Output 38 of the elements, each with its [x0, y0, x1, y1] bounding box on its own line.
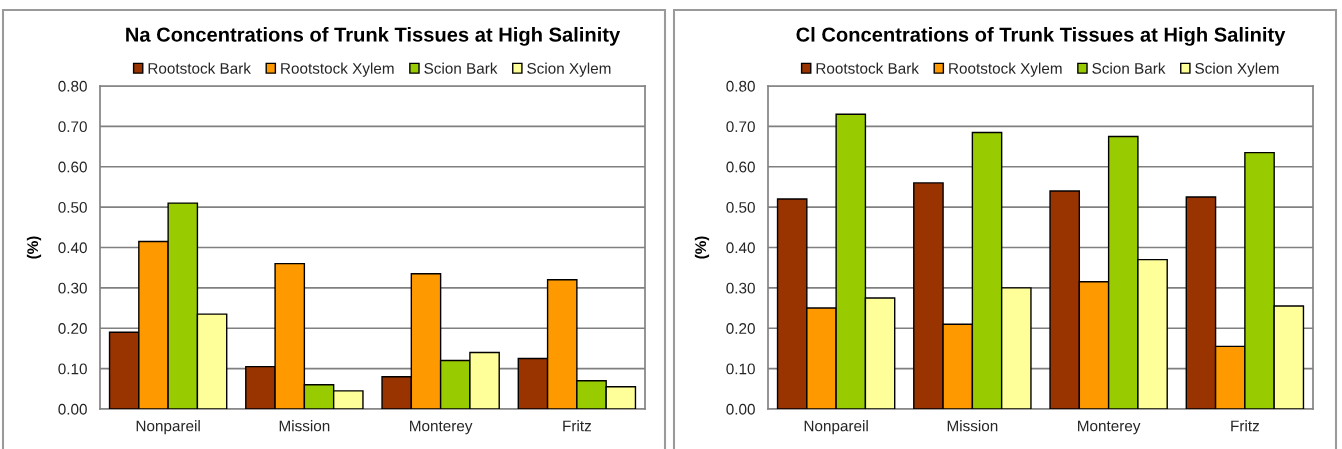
y-tick-label: 0.20 — [726, 323, 755, 334]
y-tick-label: 0.20 — [58, 323, 87, 334]
y-tick-label: 0.30 — [58, 282, 87, 294]
y-tick-label: 0.30 — [726, 282, 755, 294]
x-tick-label: Fritz — [563, 420, 591, 432]
y-tick-label: 0.60 — [58, 161, 87, 173]
x-tick-label: Fritz — [1231, 420, 1259, 432]
y-tick-label: 0.40 — [726, 242, 755, 254]
y-tick-label: 0.80 — [58, 80, 87, 92]
y-tick-label: 0.60 — [726, 161, 755, 173]
y-tick-label: 0.80 — [726, 80, 755, 92]
y-tick-label: 0.50 — [726, 201, 755, 213]
y-tick-label: 0.70 — [726, 121, 755, 133]
x-tick-label: Mission — [947, 420, 998, 432]
chart-title: Na Concentrations of Trunk Tissues at High Salinity — [126, 26, 621, 46]
legend-label: Scion Xylem — [1195, 62, 1279, 77]
y-tick-label: 0.00 — [726, 403, 755, 415]
x-tick-label: Monterey — [1078, 420, 1141, 435]
legend-label: Rootstock Xylem — [281, 62, 394, 77]
legend-label: Rootstock Bark — [148, 62, 251, 74]
legend-label: Scion Bark — [424, 62, 498, 74]
y-axis-title: (%) — [26, 236, 42, 259]
y-tick-label: 0.10 — [726, 363, 755, 375]
y-tick-label: 0.70 — [58, 121, 87, 133]
y-axis-title: (%) — [694, 236, 710, 259]
legend-label: Rootstock Bark — [816, 62, 919, 74]
chart-title: Cl Concentrations of Trunk Tissues at High Salinity — [796, 26, 1286, 46]
x-tick-label: Nonpareil — [136, 420, 200, 435]
y-tick-label: 0.40 — [58, 242, 87, 254]
x-tick-label: Mission — [279, 420, 330, 432]
x-tick-label: Monterey — [410, 420, 473, 435]
x-tick-label: Nonpareil — [804, 420, 868, 435]
y-tick-label: 0.10 — [58, 363, 87, 375]
y-tick-label: 0.50 — [58, 201, 87, 213]
legend-label: Rootstock Xylem — [949, 62, 1062, 77]
legend-label: Scion Bark — [1092, 62, 1166, 74]
legend-label: Scion Xylem — [527, 62, 611, 77]
y-tick-label: 0.00 — [58, 403, 87, 415]
